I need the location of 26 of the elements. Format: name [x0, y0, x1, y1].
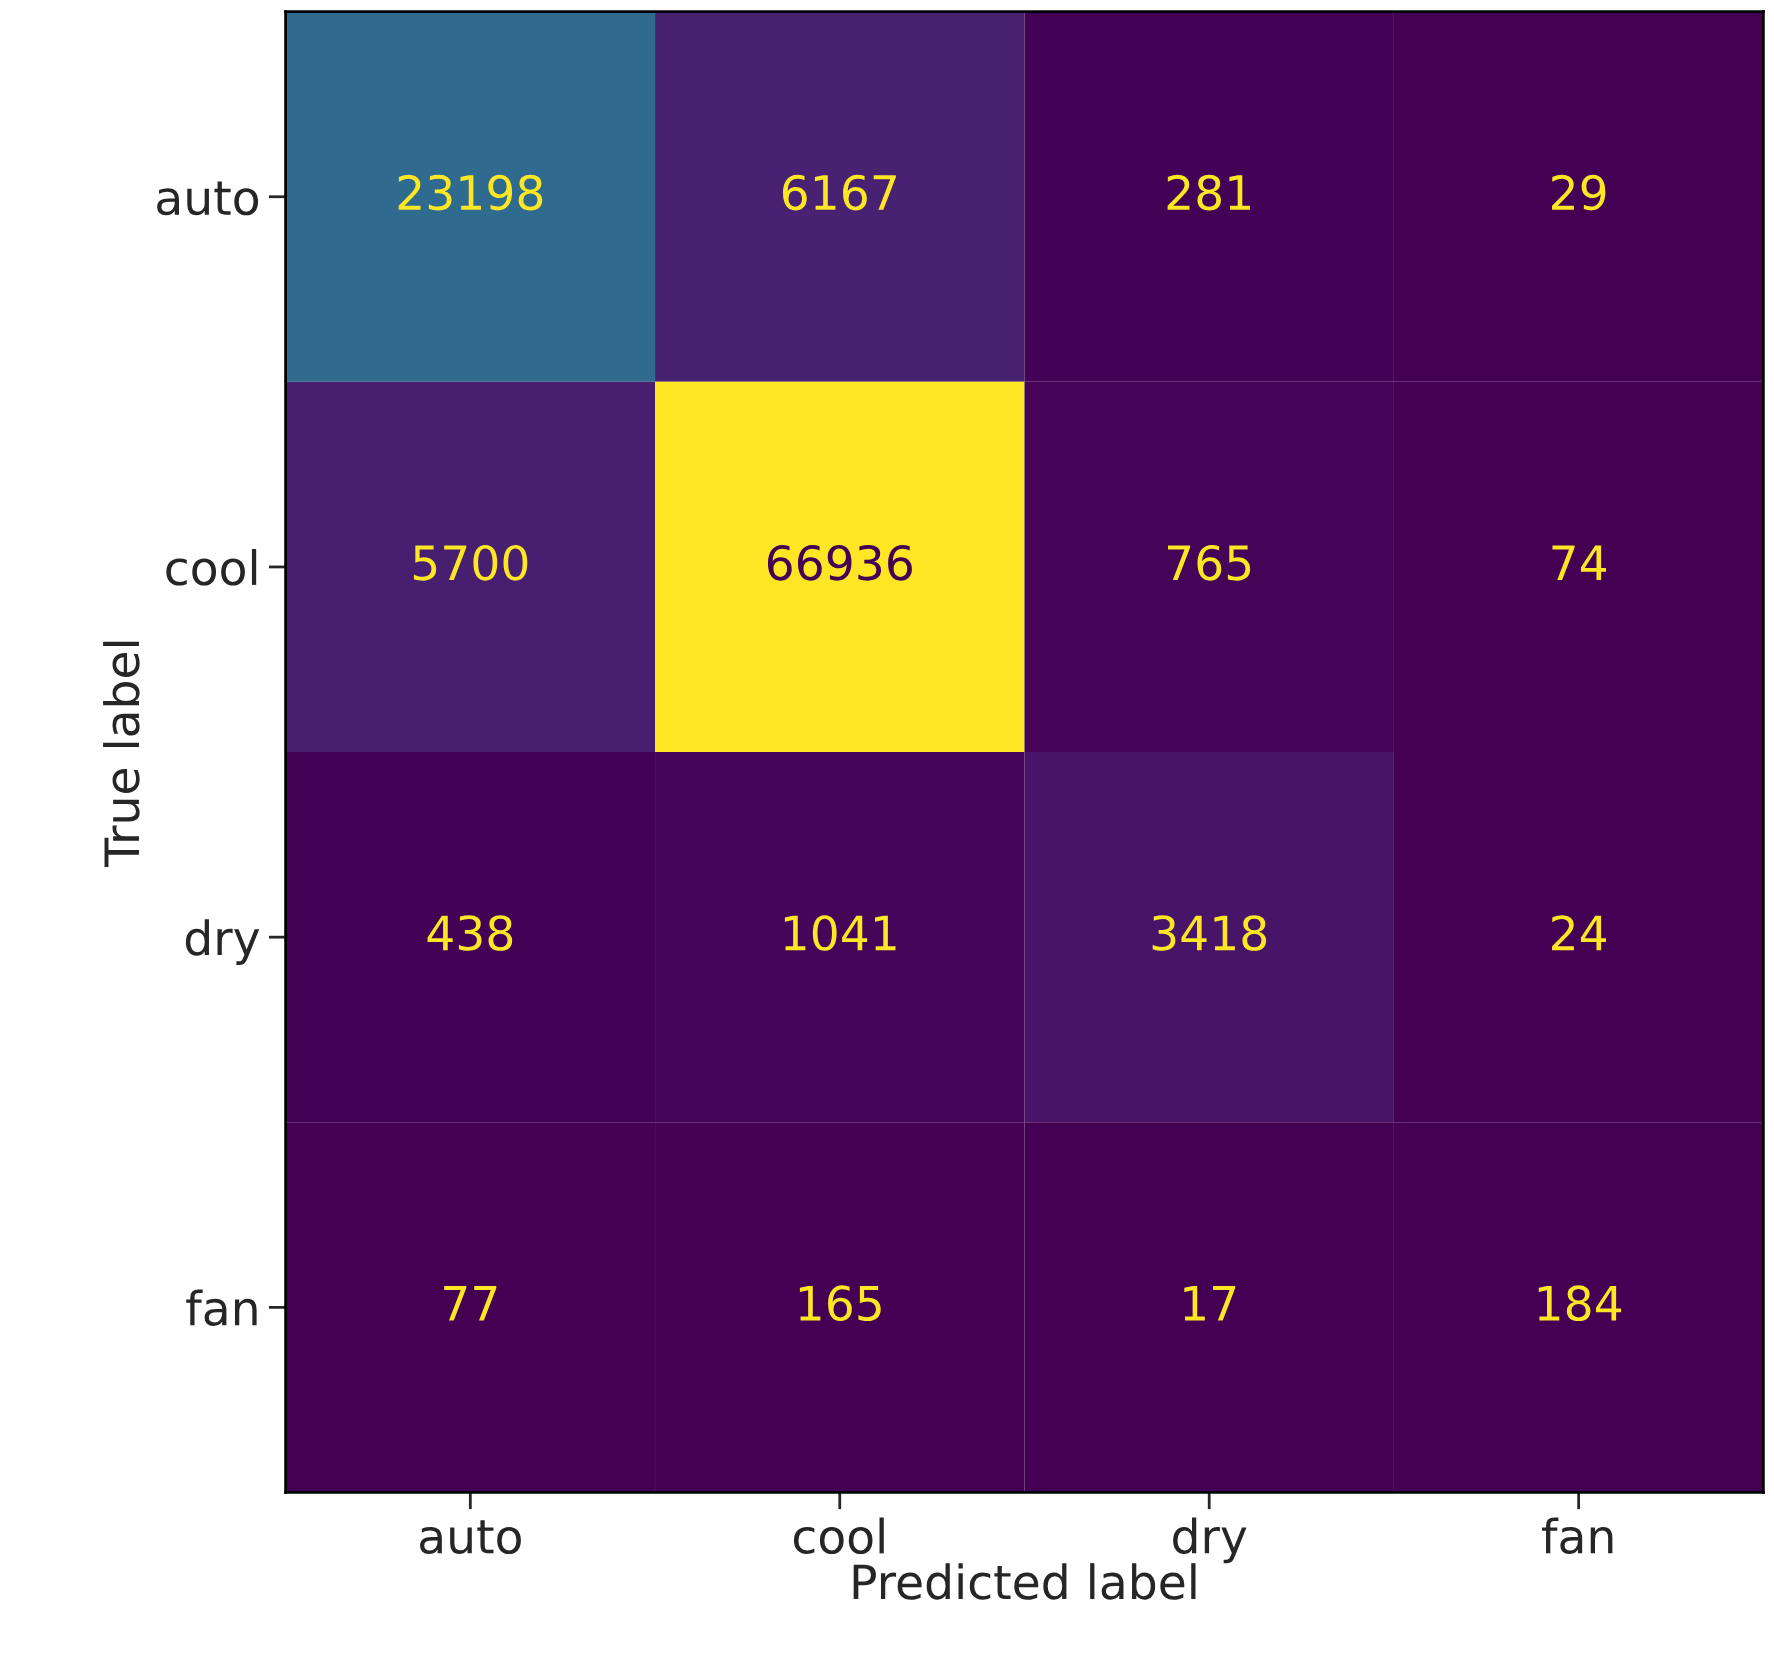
data-label: 165	[799, 1285, 881, 1322]
data-label: 765	[1168, 544, 1251, 581]
data-label: 77	[444, 1285, 497, 1321]
data-label: 24	[1552, 915, 1607, 951]
y-tick-label: cool	[166, 549, 257, 586]
x-axis-title: Predicted label	[853, 1563, 1196, 1600]
data-label: 6167	[782, 174, 896, 211]
data-label: 66936	[767, 544, 912, 581]
data-label: 3418	[1152, 915, 1267, 951]
x-tick-label: dry	[1173, 1517, 1247, 1564]
x-tick-label: cool	[793, 1517, 884, 1555]
y-tick-label: dry	[185, 919, 260, 965]
data-label: 23198	[398, 174, 543, 211]
data-label: 1041	[784, 915, 896, 951]
data-label: 281	[1167, 174, 1250, 211]
data-label: 184	[1538, 1285, 1622, 1322]
data-label: 17	[1184, 1285, 1236, 1321]
y-axis-title: True label	[103, 641, 140, 867]
x-tick-label: fan	[1541, 1517, 1613, 1555]
y-tick-label: fan	[186, 1289, 257, 1326]
data-label: 5700	[413, 544, 528, 581]
data-label: 438	[427, 915, 513, 951]
data-label: 74	[1552, 545, 1607, 580]
data-label: 29	[1552, 174, 1606, 211]
y-tick-label: auto	[157, 181, 259, 216]
x-tick-label: auto	[420, 1520, 521, 1555]
